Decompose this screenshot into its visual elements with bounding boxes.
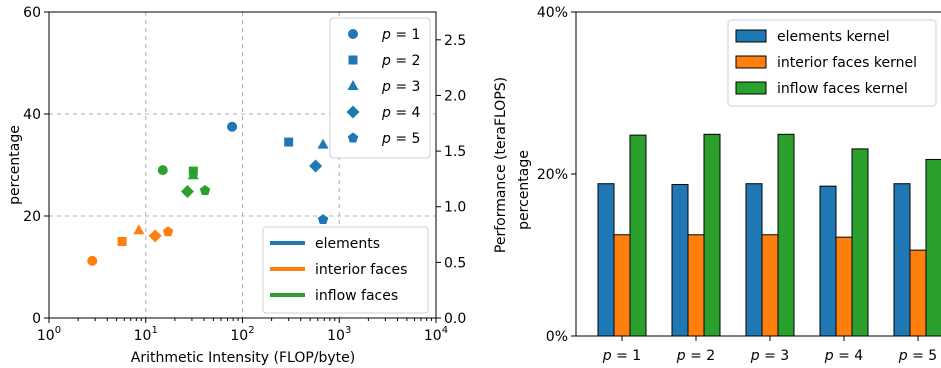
left-right-y-ticks: 0.0 0.5 1.0 1.5 2.0 2.5 [436,33,466,327]
left-data-points [87,121,329,266]
right-chart-runtime-bars: 0% 20% 40% p = 1 p = 2 p = 3 p = 4 p = 5 perce… [516,5,941,364]
y-tick-label: 40 [23,107,41,123]
y-tick-label: 0% [546,329,568,345]
right-y-ticks: 0% 20% 40% [537,5,576,345]
legend-marker-triangle [347,80,359,90]
legend-label: p = 5 [381,131,420,147]
right-y-axis-label: percentage [516,150,532,230]
legend-label: p = 2 [381,53,420,69]
y-tick-label: 0 [32,311,41,327]
bar-interior-faces-kernel [761,234,779,337]
bar-inflow-faces-kernel [777,133,795,337]
bar-inflow-faces-kernel [851,148,869,337]
x-tick-label: p = 1 [602,348,641,364]
right-y-tick-label: 1.0 [444,200,466,216]
x-tick-label: p = 4 [824,348,864,364]
series-legend-box [262,226,429,314]
left-chart-performance-scatter: 100 101 102 103 104 0 20 40 60 0.0 0.5 1.0 1.5 2.0 2… [7,5,509,366]
right-y-tick-label: 2.5 [444,33,466,49]
legend-swatch-interior-faces-kernel [735,55,767,69]
bar-inflow-faces-kernel [703,133,721,337]
data-point-triangle [187,169,199,180]
right-legend-box [727,19,937,107]
series-legend: elements interior faces inflow faces [262,226,429,314]
legend-label: p = 1 [381,27,420,43]
right-y-tick-label: 0.5 [444,255,466,271]
right-x-ticks: p = 1 p = 2 p = 3 p = 4 p = 5 [602,336,937,364]
bar-interior-faces-kernel [687,234,705,337]
left-x-axis-label: Arithmetic Intensity (FLOP/byte) [131,350,355,366]
x-tick-label: 101 [134,325,158,344]
data-point-square [284,137,294,147]
legend-label: interior faces [315,262,407,278]
data-point-circle [157,165,168,176]
data-point-diamond [180,185,194,199]
x-tick-label: 100 [37,325,61,344]
data-point-pentagon [199,185,211,195]
y-tick-label: 20% [537,167,568,183]
left-y-axis-label: percentage [7,125,23,205]
legend-marker-diamond [346,105,360,119]
data-point-diamond [309,159,323,173]
data-point-circle [227,121,238,132]
legend-label: elements [315,236,380,252]
bar-elements-kernel [819,185,837,337]
right-y-tick-label: 0.0 [444,311,466,327]
bar-elements-kernel [671,184,689,337]
legend-marker-square [348,55,358,65]
bar-elements-kernel [597,183,615,337]
data-point-pentagon [317,214,329,225]
data-point-triangle [317,138,329,149]
y-tick-label: 60 [23,5,41,21]
y-tick-label: 40% [537,5,568,21]
legend-label: interior faces kernel [777,55,917,71]
data-point-pentagon [162,226,174,237]
legend-label: p = 4 [381,105,421,121]
legend-label: inflow faces [315,288,398,304]
right-y-tick-label: 2.0 [444,88,466,104]
left-y-ticks: 0 20 40 60 [23,5,49,327]
x-tick-label: 103 [327,325,351,344]
left-right-y-axis-label: Performance (teraFLOPS) [493,77,509,253]
x-tick-label: p = 2 [676,348,715,364]
right-y-tick-label: 1.5 [444,144,466,160]
right-legend: elements kernel interior faces kernel infl… [727,19,937,107]
marker-legend: p = 1 p = 2 p = 3 p = 4 p = 5 [329,17,431,159]
legend-swatch-elements-kernel [735,29,767,43]
bar-inflow-faces-kernel [925,158,941,337]
x-tick-label: 104 [424,325,448,344]
bar-interior-faces-kernel [909,249,927,337]
left-x-ticks: 100 101 102 103 104 [37,318,448,344]
right-bars [597,133,941,337]
y-tick-label: 20 [23,209,41,225]
legend-label: inflow faces kernel [777,81,908,97]
data-point-square [117,237,127,246]
bar-interior-faces-kernel [613,234,631,337]
bar-interior-faces-kernel [835,236,853,337]
legend-label: elements kernel [777,29,890,45]
bar-inflow-faces-kernel [629,134,647,337]
data-point-diamond [148,229,162,243]
bar-elements-kernel [893,183,911,337]
legend-marker-pentagon [347,132,359,143]
x-tick-label: p = 3 [750,348,789,364]
legend-label: p = 3 [381,79,420,95]
x-tick-label: 102 [230,325,254,344]
marker-legend-box [329,17,431,159]
legend-swatch-inflow-faces-kernel [735,81,767,95]
legend-marker-circle [348,29,358,39]
bar-elements-kernel [745,183,763,337]
data-point-circle [87,255,98,266]
data-point-triangle [133,224,145,235]
x-tick-label: p = 5 [898,348,937,364]
